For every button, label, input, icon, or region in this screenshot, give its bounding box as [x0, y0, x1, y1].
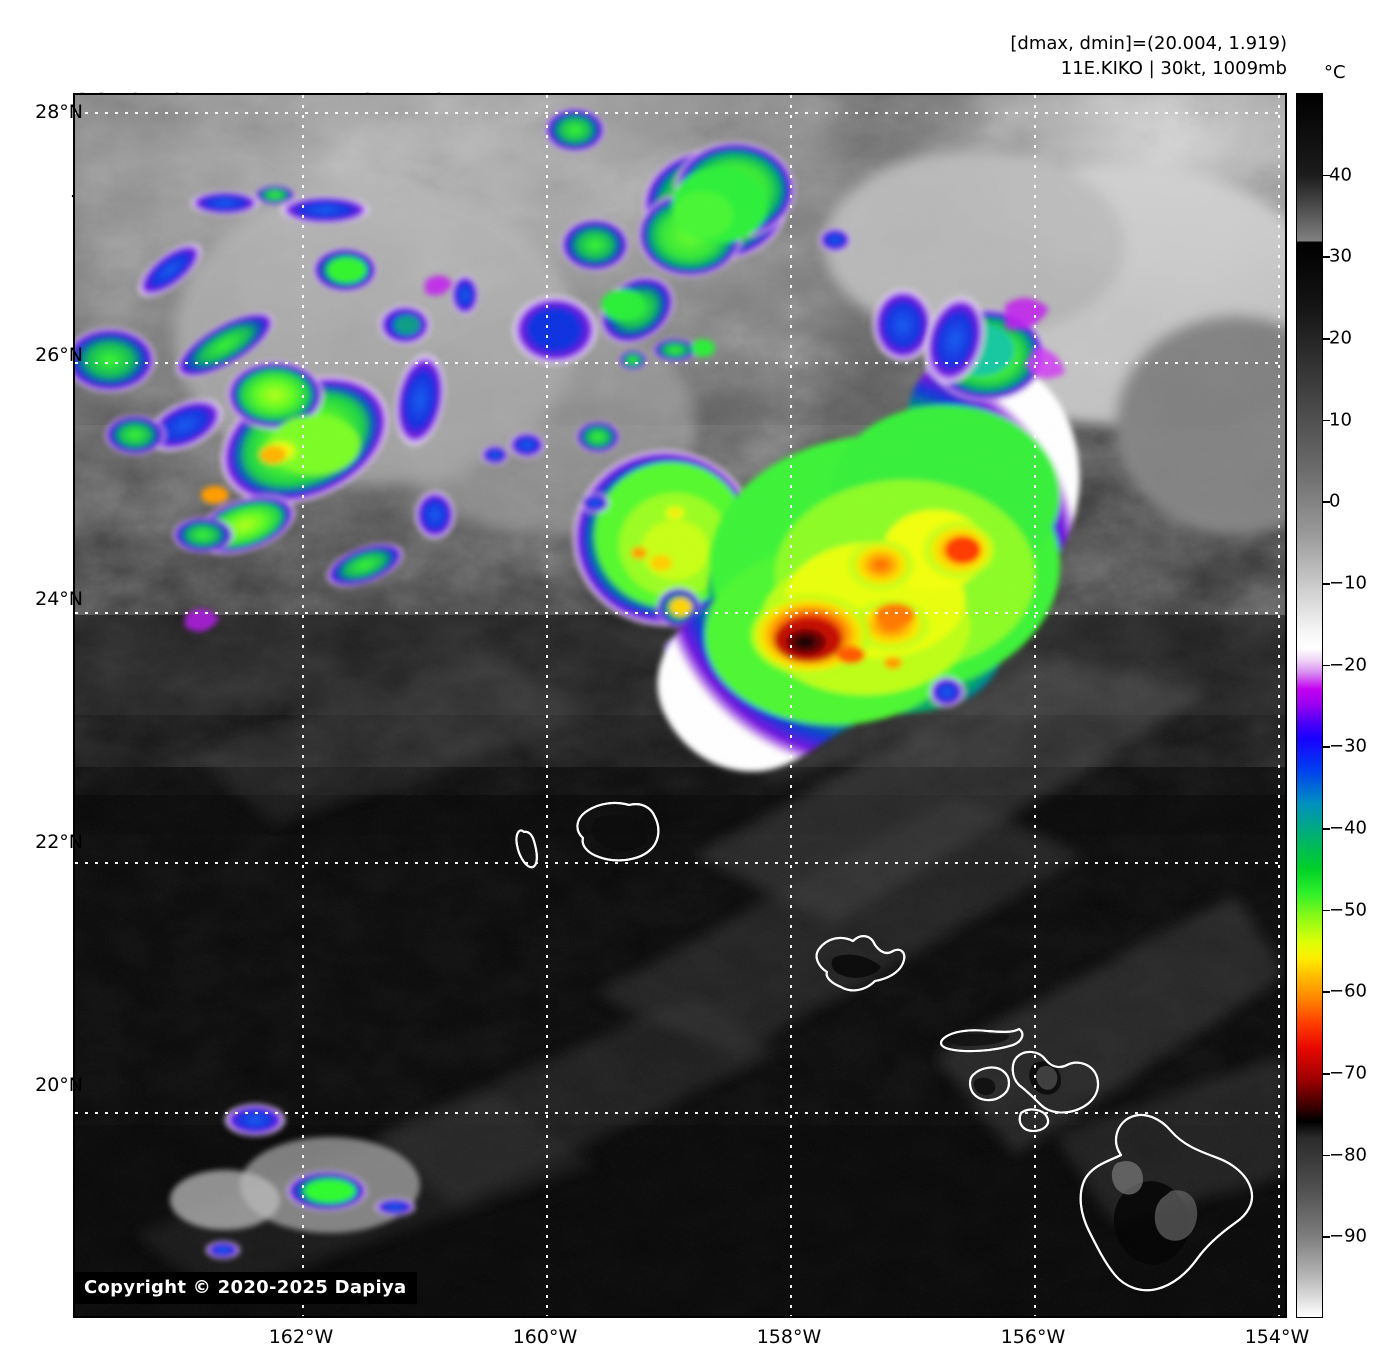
colorbar-tick-neg20: −20 [1329, 654, 1367, 676]
lon-tick-162w: 162°W [268, 1326, 334, 1348]
colorbar-tickmark-20 [1323, 338, 1330, 340]
colorbar-tickmark-40 [1323, 174, 1330, 177]
dmax-dmin-label: [dmax, dmin]=(20.004, 1.919) [1010, 33, 1287, 54]
lon-tick-156w: 156°W [1000, 1326, 1066, 1348]
colorbar-tickmark-neg20 [1323, 664, 1330, 667]
colorbar-tick-neg90: −90 [1329, 1225, 1367, 1247]
lat-tick-26n: 26°N [35, 344, 83, 366]
colorbar-tick-neg10: −10 [1329, 572, 1367, 594]
colorbar[interactable] [1296, 93, 1323, 1318]
colorbar-tick-neg50: −50 [1329, 899, 1367, 921]
colorbar-tick-neg80: −80 [1329, 1144, 1367, 1166]
colorbar-unit-label: °C [1324, 62, 1346, 83]
colorbar-gradient [1297, 94, 1322, 1317]
colorbar-tickmark-neg40 [1323, 828, 1330, 830]
colorbar-tick-neg60: −60 [1329, 980, 1367, 1002]
colorbar-tickmark-neg70 [1323, 1073, 1330, 1075]
colorbar-tickmark-neg60 [1323, 991, 1330, 993]
satellite-infrared-image [75, 95, 1285, 1316]
colorbar-tick-40: 40 [1329, 164, 1352, 186]
copyright-badge: Copyright © 2020-2025 Dapiya [73, 1272, 418, 1304]
colorbar-tickmark-10 [1323, 419, 1330, 422]
lon-tick-160w: 160°W [512, 1326, 578, 1348]
lon-tick-158w: 158°W [756, 1326, 822, 1348]
colorbar-tickmark-0 [1323, 501, 1330, 503]
colorbar-tickmark-neg50 [1323, 909, 1330, 912]
lat-tick-28n: 28°N [35, 101, 83, 123]
lat-tick-20n: 20°N [35, 1074, 83, 1096]
colorbar-tickmark-30 [1323, 256, 1330, 258]
colorbar-tick-30: 30 [1329, 245, 1352, 267]
colorbar-tickmark-neg80 [1323, 1154, 1330, 1157]
colorbar-tick-20: 20 [1329, 327, 1352, 349]
colorbar-tick-10: 10 [1329, 409, 1352, 431]
colorbar-tickmark-neg10 [1323, 583, 1330, 585]
satellite-image-panel[interactable] [73, 93, 1287, 1318]
colorbar-tick-neg70: −70 [1329, 1062, 1367, 1084]
colorbar-tickmark-neg30 [1323, 746, 1330, 748]
lon-tick-154w: 154°W [1244, 1326, 1310, 1348]
colorbar-tick-neg40: −40 [1329, 817, 1367, 839]
colorbar-tickmark-neg90 [1323, 1236, 1330, 1238]
lat-tick-22n: 22°N [35, 831, 83, 853]
lat-tick-24n: 24°N [35, 588, 83, 610]
metadata-block: [dmax, dmin]=(20.004, 1.919) 11E.KIKO | … [1010, 31, 1287, 81]
colorbar-tick-0: 0 [1329, 490, 1341, 512]
graticule-lines [75, 95, 1285, 1316]
colorbar-tick-neg30: −30 [1329, 735, 1367, 757]
storm-info-label: 11E.KIKO | 30kt, 1009mb [1060, 58, 1287, 79]
